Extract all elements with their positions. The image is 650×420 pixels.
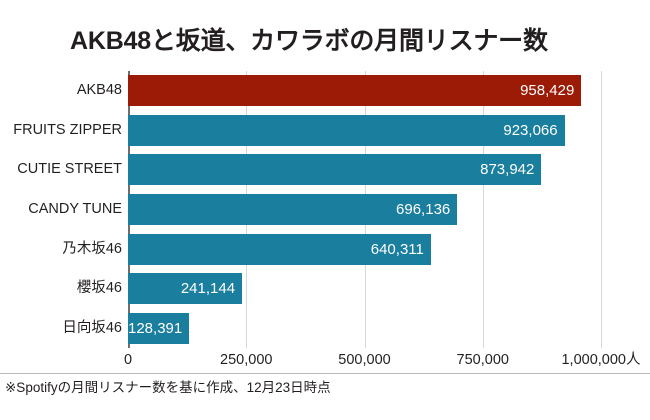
bar-value-label: 640,311 (370, 241, 424, 258)
x-tick-label: 0 (123, 352, 133, 368)
footer-divider (0, 373, 650, 374)
category-label: 櫻坂46 (76, 280, 122, 296)
gridline (601, 71, 602, 348)
x-tick-label: 250,000 (220, 352, 273, 368)
bar-value-label: 241,144 (180, 280, 236, 297)
bar-row[interactable]: 696,136 (128, 194, 601, 225)
category-label: 乃木坂46 (62, 241, 122, 257)
chart-title: AKB48と坂道、カワラボの月間リスナー数 (70, 27, 548, 55)
x-tick-label: 1,000,000人 (561, 352, 641, 368)
footer-note: ※Spotifyの月間リスナー数を基に作成、12月23日時点 (5, 380, 331, 395)
bar-value-label: 696,136 (396, 201, 451, 218)
bar[interactable] (128, 194, 458, 225)
category-label: CUTIE STREET (17, 161, 122, 177)
bar-row[interactable]: 241,144 (128, 273, 601, 304)
category-label: AKB48 (76, 82, 122, 98)
bar-row[interactable]: 958,429 (128, 75, 601, 106)
gridline (482, 71, 484, 348)
bar[interactable] (128, 273, 243, 304)
bar[interactable] (128, 154, 542, 185)
category-label: FRUITS ZIPPER (13, 122, 122, 138)
bar[interactable] (128, 313, 189, 344)
bar[interactable] (128, 75, 582, 106)
bar-value-label: 128,391 (128, 320, 183, 337)
bar-value-label: 923,066 (503, 122, 558, 139)
x-tick-label: 500,000 (338, 352, 391, 368)
category-labels: AKB48 FRUITS ZIPPER CUTIE STREET CANDY TUNE… (0, 71, 125, 348)
bar-value-label: 873,942 (480, 161, 535, 178)
bar[interactable] (128, 234, 431, 265)
bars-layer: 958,429 923,066 873,942 696,136 640,311 241,1… (128, 71, 601, 348)
category-label: CANDY TUNE (28, 201, 122, 217)
bar-row[interactable]: 873,942 (128, 154, 601, 185)
bar-row[interactable]: 923,066 (128, 115, 601, 146)
bar-row[interactable]: 128,391 (128, 313, 601, 344)
x-tick-label: 750,000 (456, 352, 509, 368)
category-label: 日向坂46 (62, 320, 122, 336)
x-axis-tick-labels: 0 250,000 500,000 750,000 1,000,000人 (0, 350, 650, 372)
bar-row[interactable]: 640,311 (128, 234, 601, 265)
bar[interactable] (128, 115, 565, 146)
bar-value-label: 958,429 (520, 82, 575, 99)
